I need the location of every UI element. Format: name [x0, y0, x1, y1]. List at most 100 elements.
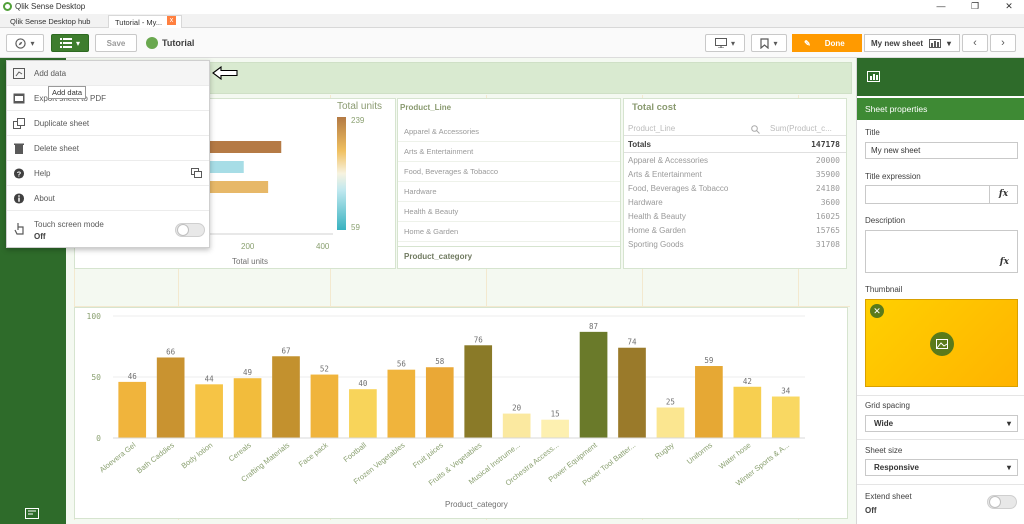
table-row-value: 35900 [815, 170, 840, 179]
touch-hand-icon [14, 223, 24, 235]
bar[interactable] [464, 345, 493, 438]
filter-list-item[interactable]: Apparel & Accessories [404, 127, 480, 136]
bar[interactable] [541, 419, 569, 438]
table-row-name[interactable]: Health & Beauty [628, 212, 686, 221]
bar-value-label: 20 [512, 404, 522, 413]
category-label: Aloevera Gel [98, 440, 138, 474]
title-expression-input[interactable]: fx [865, 185, 1018, 204]
menu-item-about[interactable]: About [7, 186, 209, 211]
previous-sheet-button[interactable]: ‹ [962, 34, 988, 52]
bar[interactable] [695, 366, 723, 438]
category-label: Fruit juices [411, 440, 445, 470]
chevron-right-icon: › [1001, 37, 1005, 49]
table-row-name[interactable]: Hardware [628, 198, 663, 207]
filter-list-item[interactable]: Arts & Entertainment [404, 147, 474, 156]
chevron-down-icon: ▾ [730, 38, 735, 48]
description-input[interactable]: fx [865, 230, 1018, 273]
bar-value-label: 44 [205, 374, 215, 383]
product-category-bar-chart[interactable]: 0 50 100 46 Aloevera Gel 66 Bath Caddies 44 Body… [74, 307, 848, 519]
filter-list-item[interactable]: Health & Beauty [404, 207, 459, 216]
compass-icon [15, 37, 27, 49]
table-row-name[interactable]: Sporting Goods [628, 240, 684, 249]
tab-tutorial[interactable]: Tutorial - My... [108, 15, 182, 28]
thumbnail-box[interactable]: ✕ [865, 299, 1018, 387]
bookmark-icon [760, 37, 770, 49]
touch-mode-toggle[interactable] [175, 223, 205, 237]
window-title: Qlik Sense Desktop [15, 2, 86, 11]
chevron-down-icon: ▾ [1006, 419, 1011, 428]
tab-hub[interactable]: Qlik Sense Desktop hub [10, 17, 91, 26]
bar[interactable] [656, 407, 685, 439]
title-input[interactable]: My new sheet [865, 142, 1018, 159]
legend-title: Total units [337, 101, 383, 112]
category-label: Water hose [717, 440, 753, 471]
story-button[interactable]: ▾ [705, 34, 745, 52]
category-label: Rugby [653, 440, 676, 461]
bar[interactable] [233, 378, 262, 438]
maximize-button[interactable]: ❐ [970, 1, 980, 11]
navigation-button[interactable]: ▾ [6, 34, 44, 52]
category-label: Uniforms [685, 440, 714, 466]
table-row-name[interactable]: Apparel & Accessories [628, 156, 709, 165]
menu-item-duplicate-sheet[interactable]: Duplicate sheet [7, 111, 209, 136]
table-row-name[interactable]: Home & Garden [628, 226, 686, 235]
column-header-product-line[interactable]: Product_Line [628, 124, 676, 133]
expression-editor-button[interactable]: fx [989, 186, 1017, 203]
search-icon[interactable] [751, 125, 760, 134]
image-icon[interactable] [930, 332, 954, 356]
product-category-filter-title[interactable]: Product_category [404, 252, 473, 261]
table-row-value: 20000 [815, 156, 840, 165]
bar-value-label: 87 [589, 322, 598, 331]
grid-spacing-select[interactable]: Wide ▾ [865, 415, 1018, 432]
filter-title: Product_Line [400, 103, 452, 112]
filter-list-item[interactable]: Hardware [404, 187, 437, 196]
product-line-filter[interactable]: Product_Line Product_category Apparel & … [397, 98, 621, 269]
filter-list-item[interactable]: Home & Garden [404, 227, 459, 236]
save-button[interactable]: Save [95, 34, 137, 52]
bar[interactable] [310, 374, 339, 438]
bookmark-button[interactable]: ▾ [751, 34, 787, 52]
extend-sheet-toggle[interactable] [987, 495, 1017, 509]
chevron-down-icon: ▾ [75, 38, 80, 48]
bar[interactable] [118, 381, 147, 438]
bar[interactable] [387, 369, 416, 438]
menu-item-help[interactable]: ? Help [7, 161, 209, 186]
remove-thumbnail-icon[interactable]: ✕ [870, 304, 884, 318]
close-window-button[interactable]: ✕ [1005, 1, 1013, 11]
minimize-button[interactable]: — [936, 1, 946, 11]
chevron-down-icon: ▾ [773, 38, 778, 48]
bar[interactable] [771, 396, 800, 438]
master-items-icon[interactable] [25, 508, 39, 519]
bar[interactable] [156, 357, 185, 438]
external-link-icon [191, 168, 202, 178]
fx-icon[interactable]: fx [999, 257, 1009, 267]
bar[interactable] [272, 356, 300, 438]
sheet-selector[interactable]: My new sheet ▾ [864, 34, 960, 52]
table-row-name[interactable]: Arts & Entertainment [628, 170, 702, 179]
bar[interactable] [579, 331, 608, 438]
bar[interactable] [425, 367, 454, 438]
chevron-left-icon: ‹ [973, 37, 977, 49]
global-menu: Add data Export sheet to PDF Duplicate s… [6, 60, 210, 248]
menu-item-export-pdf[interactable]: Export sheet to PDF [7, 86, 209, 111]
menu-item-touch-screen[interactable]: Touch screen mode Off [7, 211, 209, 247]
qlik-logo-icon [3, 2, 12, 11]
bar[interactable] [195, 384, 223, 438]
total-cost-table[interactable]: Total cost Product_Line Sum(Product_c...… [623, 98, 847, 269]
sheet-size-select[interactable]: Responsive ▾ [865, 459, 1018, 476]
menu-item-add-data[interactable]: Add data [7, 61, 209, 86]
next-sheet-button[interactable]: › [990, 34, 1016, 52]
tab-close-icon[interactable]: x [167, 16, 176, 25]
column-header-sum[interactable]: Sum(Product_c... [770, 124, 832, 133]
menu-label: Help [34, 169, 51, 178]
bar[interactable] [618, 347, 646, 438]
filter-list-item[interactable]: Food, Beverages & Tobacco [404, 167, 499, 176]
table-row-name[interactable]: Food, Beverages & Tobacco [628, 184, 729, 193]
global-menu-button[interactable]: ▾ [51, 34, 89, 52]
bar[interactable] [349, 389, 377, 438]
bar[interactable] [733, 386, 762, 438]
chevron-down-icon: ▾ [30, 38, 35, 48]
menu-item-delete-sheet[interactable]: Delete sheet [7, 136, 209, 161]
bar[interactable] [502, 413, 531, 438]
done-button[interactable]: ✎ Done [792, 34, 862, 52]
